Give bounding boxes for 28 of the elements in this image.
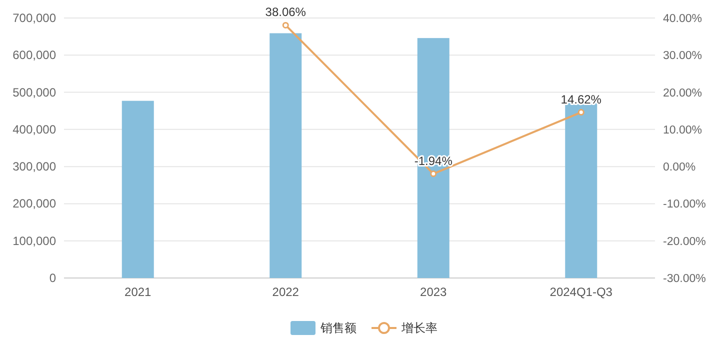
y-tick-label: 700,000 bbox=[12, 11, 56, 25]
y2-tick-label: 10.00% bbox=[663, 124, 702, 136]
x-tick-label: 2024Q1-Q3 bbox=[550, 285, 613, 299]
x-tick-label: 2023 bbox=[420, 285, 448, 299]
legend-label: 销售额 bbox=[320, 321, 356, 335]
data-label: 38.06% bbox=[265, 5, 306, 20]
y2-tick-label: -30.00% bbox=[663, 273, 706, 285]
bar bbox=[122, 100, 154, 278]
point bbox=[430, 170, 437, 178]
y2-tick-label: 30.00% bbox=[663, 50, 702, 62]
point bbox=[282, 22, 289, 28]
y-tick-label: 0 bbox=[49, 271, 56, 285]
legend-label: 增长率 bbox=[400, 321, 438, 335]
y2-tick-label: 40.00% bbox=[663, 13, 702, 25]
point bbox=[578, 109, 584, 116]
y-tick-label: 500,000 bbox=[12, 85, 56, 100]
y-tick-label: 600,000 bbox=[12, 48, 56, 62]
y2-tick-label: -10.00% bbox=[663, 198, 706, 211]
y-tick-label: 200,000 bbox=[12, 196, 56, 211]
y2-tick-label: 0.00% bbox=[663, 162, 696, 174]
y2-tick-label: 20.00% bbox=[663, 87, 702, 100]
y2-tick-label: -20.00% bbox=[663, 236, 706, 248]
y-tick-label: 400,000 bbox=[12, 122, 56, 136]
x-tick-label: 2022 bbox=[272, 285, 300, 299]
y-tick-label: 300,000 bbox=[12, 160, 56, 174]
x-tick-label: 2021 bbox=[124, 285, 152, 299]
bar bbox=[270, 33, 302, 278]
y-tick-label: 100,000 bbox=[12, 234, 56, 248]
